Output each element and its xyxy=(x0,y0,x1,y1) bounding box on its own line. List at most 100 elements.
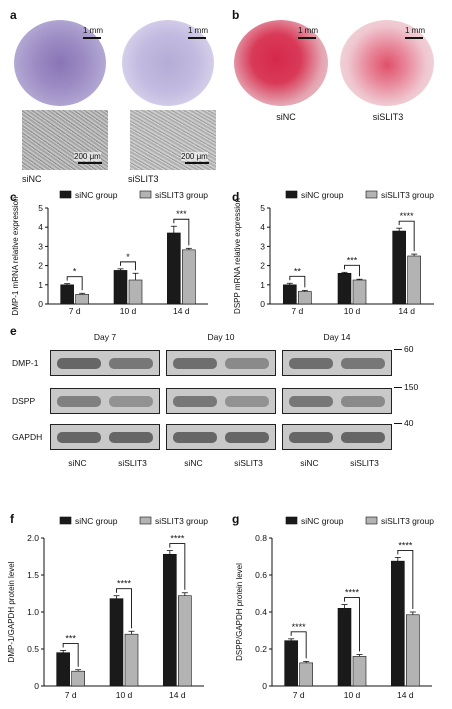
sig-bracket-d xyxy=(289,275,306,288)
sig-label-c: * xyxy=(126,252,130,262)
sig-label-d: **** xyxy=(400,211,415,221)
category-label-c: 10 d xyxy=(120,306,137,316)
sig-label-d: *** xyxy=(347,255,358,265)
western-blot: Day 7 Day 10 Day 14 DMP-1 60 DSPP 150 GAPDH 40 si… xyxy=(0,330,452,500)
bar-f-siSLIT3-1 xyxy=(124,633,139,687)
panel-a-letter: a xyxy=(10,8,17,22)
panel-e-letter: e xyxy=(10,324,17,338)
chart-f: siNC group siSLIT3 group 0 0.5 1.0 1.5 2.0 DMP-… xyxy=(7,516,208,700)
wb-band xyxy=(173,432,217,443)
scale-label-a-left: 1 mm xyxy=(83,26,103,35)
bar-c-sinc-1 xyxy=(113,270,128,305)
panel-d-letter: d xyxy=(232,190,240,204)
category-label-c: 14 d xyxy=(173,306,190,316)
bar-f-sinc-2 xyxy=(163,553,177,687)
sig-label-f: *** xyxy=(65,633,76,643)
bar-f-siSLIT3-0 xyxy=(71,670,85,687)
bar-g-siSLIT3-0 xyxy=(299,662,313,687)
y-tick-label-d: 4 xyxy=(260,222,265,232)
scale-label-a-micro-left: 200 μm xyxy=(74,152,101,161)
label-a-sinc: siNC xyxy=(22,174,42,184)
wb-blot-box xyxy=(282,388,392,414)
y-tick-label-c: 3 xyxy=(38,241,43,251)
y-axis-label-g: DSPP/GAPDH protein level xyxy=(235,563,244,661)
y-axis-label-d: DSPP mRNA relative expression xyxy=(233,198,242,314)
wb-band xyxy=(289,432,333,443)
category-label-f: 10 d xyxy=(116,690,133,700)
legend-swatch-sinc xyxy=(285,516,298,525)
stain-dish-siSLIT3-b xyxy=(340,20,434,106)
wb-mw-marker: 150 xyxy=(404,382,419,392)
wb-band xyxy=(341,396,385,407)
bar-g-siSLIT3-2 xyxy=(406,614,420,687)
legend-swatch-siSLIT3 xyxy=(365,516,378,525)
y-tick-label-g: 0.8 xyxy=(255,533,267,543)
wb-day-label: Day 7 xyxy=(93,332,117,342)
stain-dish-siSLIT3-a xyxy=(122,20,214,106)
y-tick-label-c: 2 xyxy=(38,261,43,271)
sig-bracket-d xyxy=(344,264,360,277)
scale-label-a-right: 1 mm xyxy=(188,26,208,35)
sig-label-g: **** xyxy=(345,588,360,598)
wb-blot-box xyxy=(166,350,276,376)
wb-mw-marker: 60 xyxy=(404,344,414,354)
y-tick-label-g: 0.4 xyxy=(255,607,267,617)
sig-bracket-d xyxy=(398,220,415,252)
panel-c-letter: c xyxy=(10,190,17,204)
micrograph-siSLIT3 xyxy=(130,110,216,170)
legend-swatch-sinc xyxy=(59,516,72,525)
legend-label-siSLIT3: siSLIT3 group xyxy=(381,516,434,526)
scalebar-a-micro-left xyxy=(78,162,102,164)
wb-band xyxy=(57,432,101,443)
wb-lane-label: siNC xyxy=(300,458,319,468)
wb-row-label: DSPP xyxy=(12,396,36,406)
bar-c-siSLIT3-2 xyxy=(182,249,196,305)
bar-c-sinc-2 xyxy=(167,232,181,305)
panel-b-letter: b xyxy=(232,8,240,22)
micrograph-sinc xyxy=(22,110,108,170)
y-tick-label-f: 0.5 xyxy=(27,644,39,654)
y-axis-label-c: DMP-1 mRNA relative expression xyxy=(11,196,20,315)
label-b-sinc: siNC xyxy=(276,112,296,122)
bar-d-sinc-0 xyxy=(283,284,297,305)
y-tick-label-f: 2.0 xyxy=(27,533,39,543)
scale-label-b-right: 1 mm xyxy=(405,26,425,35)
wb-mw-tick xyxy=(394,423,402,424)
panel-g-letter: g xyxy=(232,512,240,526)
legend-swatch-sinc xyxy=(285,190,298,199)
bar-d-sinc-2 xyxy=(392,230,406,305)
category-label-d: 7 d xyxy=(291,306,303,316)
bar-d-siSLIT3-0 xyxy=(298,291,312,305)
legend-label-siSLIT3: siSLIT3 group xyxy=(155,516,208,526)
bar-g-sinc-1 xyxy=(337,608,352,687)
wb-lane-label: siSLIT3 xyxy=(350,458,379,468)
wb-band xyxy=(225,396,269,407)
sig-label-d: ** xyxy=(294,266,302,276)
wb-blot-box xyxy=(50,388,160,414)
legend-g: siNC group siSLIT3 group xyxy=(285,516,434,526)
y-tick-label-d: 1 xyxy=(260,280,265,290)
wb-blot-box xyxy=(166,388,276,414)
legend-label-sinc: siNC group xyxy=(301,190,344,200)
wb-blot-box xyxy=(50,350,160,376)
sig-bracket-g xyxy=(344,597,360,652)
wb-blot-box xyxy=(166,424,276,450)
panel-f-letter: f xyxy=(10,512,14,526)
label-a-siSLIT3: siSLIT3 xyxy=(128,174,159,184)
category-label-g: 14 d xyxy=(397,690,414,700)
bar-g-sinc-0 xyxy=(284,640,298,687)
wb-mw-marker: 40 xyxy=(404,418,414,428)
wb-band xyxy=(341,358,385,369)
wb-lane-label: siSLIT3 xyxy=(118,458,147,468)
bar-c-siSLIT3-1 xyxy=(128,279,143,305)
chart-g: siNC group siSLIT3 group 0 0.2 0.4 0.6 0.8 DSPP… xyxy=(235,516,434,700)
wb-day-label: Day 10 xyxy=(207,332,235,342)
wb-band xyxy=(173,358,217,369)
sig-label-g: **** xyxy=(398,540,413,550)
wb-band xyxy=(225,358,269,369)
wb-mw-tick xyxy=(394,387,402,388)
y-tick-label-c: 4 xyxy=(38,222,43,232)
y-axis-label-f: DMP-1/GAPDH protein level xyxy=(7,561,16,662)
wb-band xyxy=(109,358,153,369)
y-tick-label-f: 1.5 xyxy=(27,570,39,580)
